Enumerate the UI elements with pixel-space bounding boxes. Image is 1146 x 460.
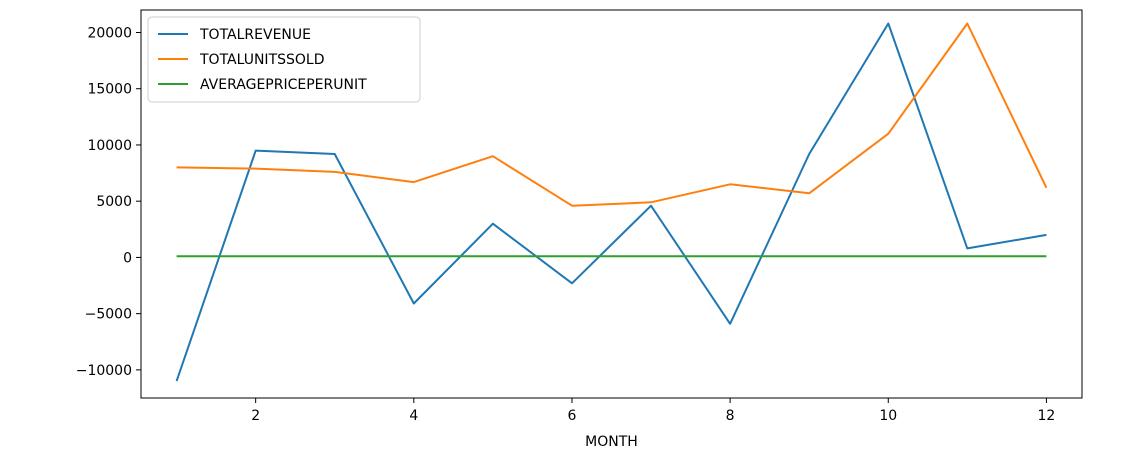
y-tick-label: 15000 xyxy=(87,82,132,98)
y-tick-label: 10000 xyxy=(87,138,132,154)
x-tick-label: 2 xyxy=(251,408,260,424)
series-line-totalrevenue xyxy=(175,22,1047,382)
y-tick-label: 5000 xyxy=(96,194,132,210)
legend-label: TOTALREVENUE xyxy=(199,27,311,43)
plot-area xyxy=(175,22,1048,382)
legend-label: AVERAGEPRICEPERUNIT xyxy=(200,77,367,93)
x-tick-label: 12 xyxy=(1038,408,1056,424)
legend-label: TOTALUNITSSOLD xyxy=(199,52,325,68)
x-axis-title: MONTH xyxy=(585,434,638,450)
y-tick-label: −5000 xyxy=(85,307,132,323)
x-tick-label: 6 xyxy=(568,408,577,424)
legend-box xyxy=(147,16,421,103)
y-tick-label: 0 xyxy=(123,250,132,266)
y-tick-label: 20000 xyxy=(87,25,132,41)
y-axis: −10000 −5000 0 5000 10000 15000 20000 xyxy=(76,25,141,379)
legend: TOTALREVENUE TOTALUNITSSOLD AVERAGEPRICEPE… xyxy=(147,16,421,103)
y-tick-label: −10000 xyxy=(76,363,132,379)
x-tick-label: 8 xyxy=(726,408,735,424)
plot-frame xyxy=(140,9,1083,399)
x-tick-label: 10 xyxy=(879,408,897,424)
x-tick-label: 4 xyxy=(409,408,418,424)
x-axis: 2 4 6 8 10 12 xyxy=(251,398,1055,424)
series-line-totalunitssold xyxy=(176,22,1048,207)
